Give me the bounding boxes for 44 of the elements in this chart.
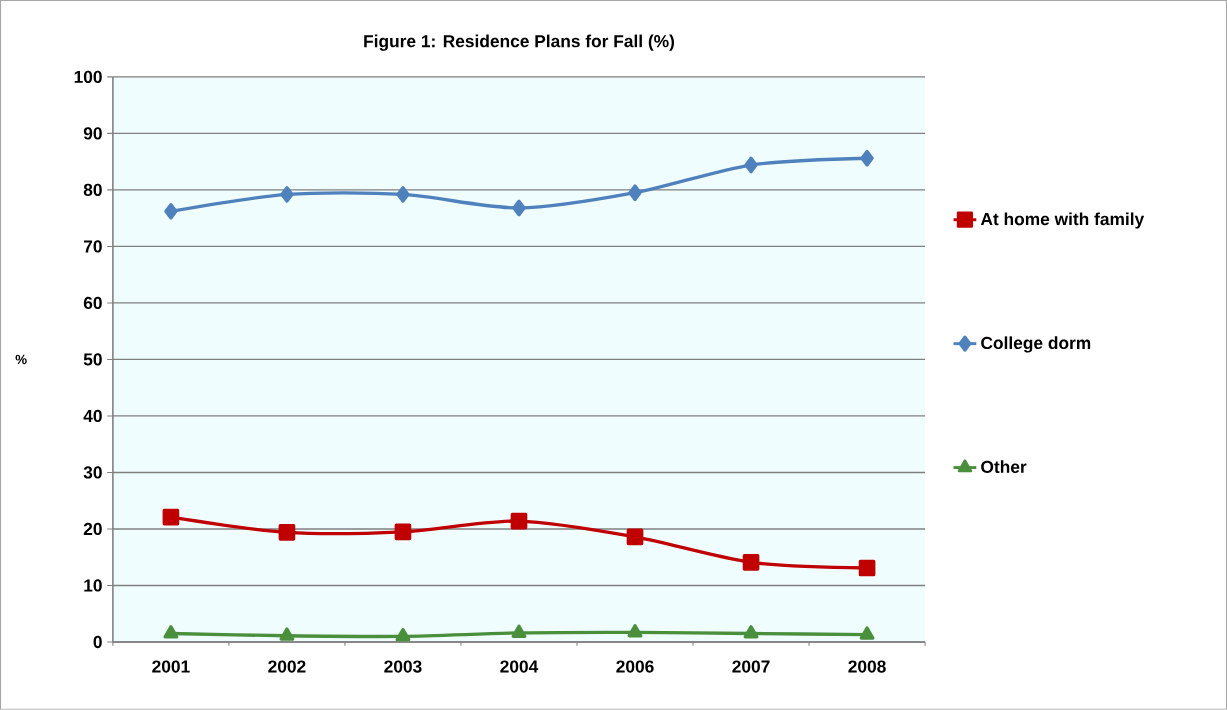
point [859, 626, 875, 640]
point [626, 528, 644, 546]
chart-title: Figure 1: Residence Plans for Fall (%) [364, 34, 675, 51]
y-tick-label: 90 [83, 127, 102, 140]
point [163, 625, 179, 639]
point [511, 624, 527, 639]
x-tick-label: 2001 [152, 660, 190, 673]
y-tick-label: 80 [83, 183, 102, 197]
point [396, 186, 410, 203]
y-tick-label: 50 [83, 353, 102, 366]
x-tick-label: 2002 [268, 660, 306, 673]
legend-label: Other [981, 460, 1027, 474]
point [394, 523, 412, 541]
point [627, 624, 643, 638]
x-tick-label: 2003 [384, 660, 422, 673]
y-tick-label: 60 [83, 296, 102, 310]
point [742, 554, 760, 571]
y-tick-label: 0 [93, 635, 102, 649]
x-tick-label: 2004 [500, 660, 539, 673]
point [858, 559, 876, 577]
y-tick-label: 70 [83, 240, 102, 253]
legend-label: At home with family [980, 212, 1145, 229]
y-tick-label: 100 [74, 70, 102, 84]
point [743, 625, 759, 639]
y-axis-title: % [15, 354, 27, 365]
y-tick-label: 30 [83, 466, 102, 479]
x-tick-label: 2007 [732, 660, 770, 673]
point [860, 149, 874, 167]
x-tick-label: 2008 [848, 660, 886, 673]
point [162, 508, 180, 526]
point [164, 203, 178, 220]
point [512, 199, 526, 217]
point [628, 184, 642, 202]
point [280, 186, 294, 203]
point [395, 628, 411, 642]
point [510, 512, 528, 530]
y-tick-label: 10 [84, 579, 102, 592]
legend-label: College dorm [981, 336, 1091, 353]
point [278, 524, 296, 541]
y-tick-label: 40 [83, 409, 102, 423]
y-tick-label: 20 [83, 522, 102, 536]
x-tick-label: 2006 [616, 660, 654, 673]
point [744, 156, 758, 174]
point [279, 627, 295, 641]
